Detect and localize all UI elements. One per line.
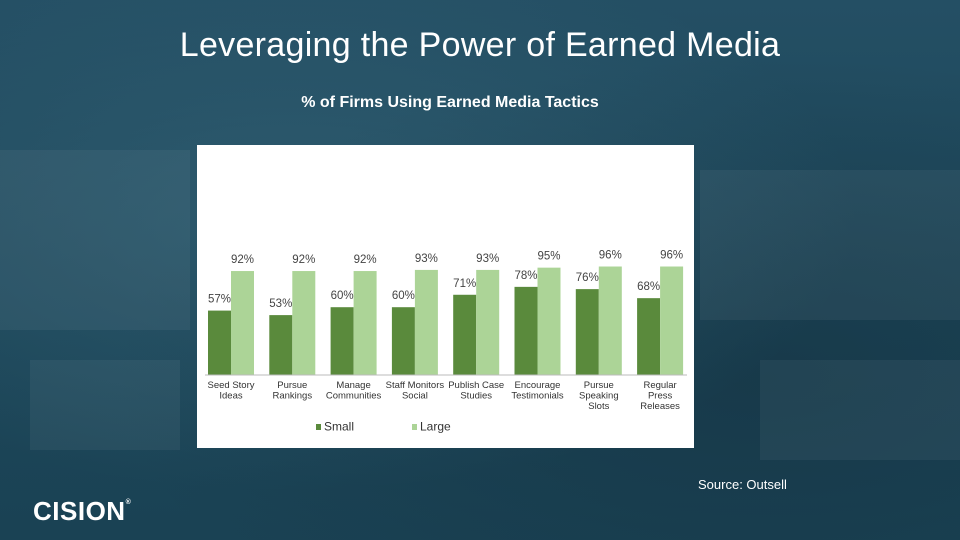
bar-large-6: [598, 266, 622, 375]
legend-swatch-small: [316, 424, 321, 430]
data-label-small-5: 78%: [514, 270, 537, 282]
data-label-large-3: 93%: [415, 253, 438, 265]
category-label-5: Encourage Testimonials: [511, 380, 564, 402]
data-label-small-3: 60%: [392, 290, 415, 302]
bar-small-4: [453, 294, 477, 375]
bar-small-0: [208, 310, 231, 375]
bar-large-3: [414, 269, 438, 375]
chart-title: % of Firms Using Earned Media Tactics: [301, 94, 599, 111]
bar-small-7: [637, 298, 661, 375]
bar-large-7: [660, 266, 684, 375]
cision-logo: CISION®: [33, 496, 131, 527]
source-note: Source: Outsell: [698, 477, 787, 492]
data-label-large-1: 92%: [292, 254, 315, 266]
bar-large-5: [537, 267, 561, 375]
bar-chart: 57% 92% Seed Story Ideas 53% 92% Pursue Ranking…: [205, 250, 687, 434]
category-label-4: Publish Case Studies: [448, 380, 504, 402]
logo-trademark: ®: [125, 499, 132, 506]
data-label-small-4: 71%: [453, 278, 476, 290]
bar-small-2: [330, 307, 354, 375]
data-label-small-2: 60%: [331, 290, 354, 302]
bar-small-5: [514, 286, 538, 375]
category-label-2: Manage Communities: [326, 380, 382, 402]
data-label-small-1: 53%: [269, 298, 292, 310]
bar-large-2: [353, 271, 377, 375]
legend-label-large: Large: [420, 420, 451, 434]
bar-small-3: [391, 307, 415, 375]
chart-panel: 57% 92% Seed Story Ideas 53% 92% Pursue Ranking…: [197, 145, 694, 448]
legend-swatch-large: [412, 424, 417, 430]
data-label-large-0: 92%: [231, 254, 254, 266]
logo-text: CISION: [33, 496, 126, 526]
data-label-large-7: 96%: [660, 250, 683, 262]
category-label-3: Staff Monitors Social: [386, 380, 445, 402]
data-label-large-4: 93%: [476, 253, 499, 265]
category-label-1: Pursue Rankings: [272, 380, 312, 402]
category-label-0: Seed Story Ideas: [208, 380, 255, 402]
data-label-large-6: 96%: [599, 250, 622, 262]
bar-small-1: [269, 315, 293, 375]
bar-small-6: [575, 289, 599, 375]
slide-title: Leveraging the Power of Earned Media: [179, 26, 781, 64]
data-label-small-6: 76%: [576, 272, 599, 284]
data-label-large-2: 92%: [354, 254, 377, 266]
category-label-6: Pursue Speaking Slots: [579, 380, 619, 412]
data-label-large-5: 95%: [537, 251, 560, 263]
bar-large-0: [231, 271, 254, 375]
bar-large-1: [292, 271, 316, 375]
bar-large-4: [476, 269, 500, 375]
data-label-small-0: 57%: [208, 294, 231, 306]
category-label-7: Regular Press Releases: [640, 380, 680, 412]
legend-label-small: Small: [324, 420, 354, 434]
data-label-small-7: 68%: [637, 281, 660, 293]
